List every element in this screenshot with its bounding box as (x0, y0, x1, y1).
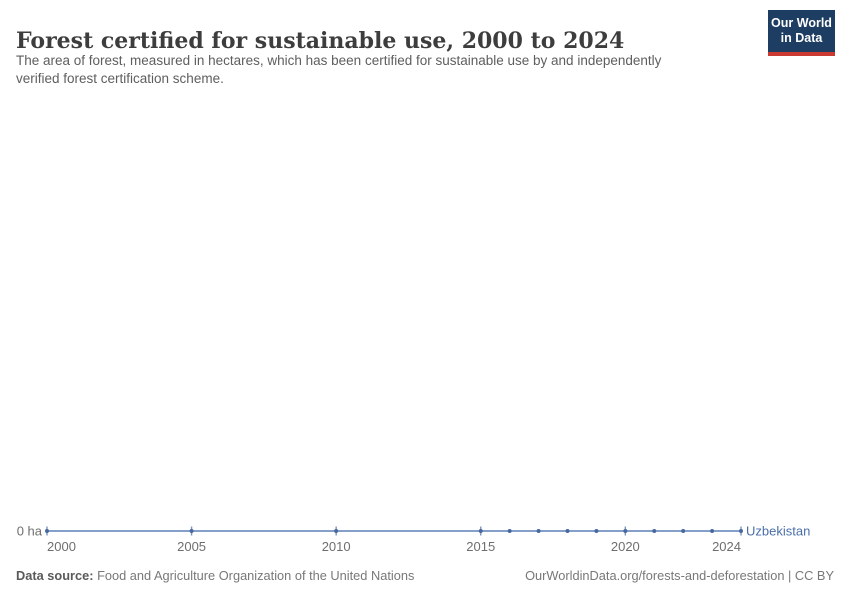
chart-canvas: 0 ha 2000 2005 2010 2015 2020 2024 Uzbekistan (17, 524, 811, 555)
x-axis-tick-label: 2024 (712, 539, 741, 554)
data-point-marker (681, 529, 686, 533)
data-point-marker (334, 529, 339, 533)
y-axis-zero-label: 0 ha (17, 524, 43, 539)
data-point-marker (623, 529, 628, 533)
data-point-marker (536, 529, 541, 533)
data-point-marker (739, 529, 743, 533)
data-source-note: Data source: Food and Agriculture Organi… (16, 568, 414, 583)
footer-link[interactable]: OurWorldinData.org/forests-and-deforesta… (525, 568, 834, 583)
data-point-marker (478, 529, 483, 533)
entity-label[interactable]: Uzbekistan (746, 524, 810, 539)
x-axis-tick-label: 2015 (466, 539, 495, 554)
data-source-value: Food and Agriculture Organization of the… (93, 568, 415, 583)
chart-subtitle-line-2: verified forest certification scheme. (16, 71, 224, 86)
owid-logo-line-1: Our World (771, 16, 832, 30)
x-axis-tick-label: 2020 (611, 539, 640, 554)
data-source-label: Data source: (16, 568, 94, 583)
owid-logo[interactable]: Our World in Data (768, 10, 835, 56)
chart-title: Forest certified for sustainable use, 20… (16, 27, 625, 54)
data-point-marker (45, 529, 49, 533)
data-point-marker (189, 529, 194, 533)
data-point-marker (565, 529, 570, 533)
x-axis-tick-label: 2010 (322, 539, 351, 554)
data-point-marker (594, 529, 599, 533)
x-axis-tick-label: 2005 (177, 539, 206, 554)
chart-subtitle-line-1: The area of forest, measured in hectares… (16, 53, 662, 68)
chart-subtitle: The area of forest, measured in hectares… (16, 52, 661, 88)
data-point-marker (652, 529, 657, 533)
owid-logo-line-2: in Data (780, 31, 823, 45)
x-axis-tick-label: 2000 (47, 539, 76, 554)
data-point-marker (507, 529, 512, 533)
data-point-marker (710, 529, 715, 533)
chart-footer: Data source: Food and Agriculture Organi… (16, 568, 834, 583)
